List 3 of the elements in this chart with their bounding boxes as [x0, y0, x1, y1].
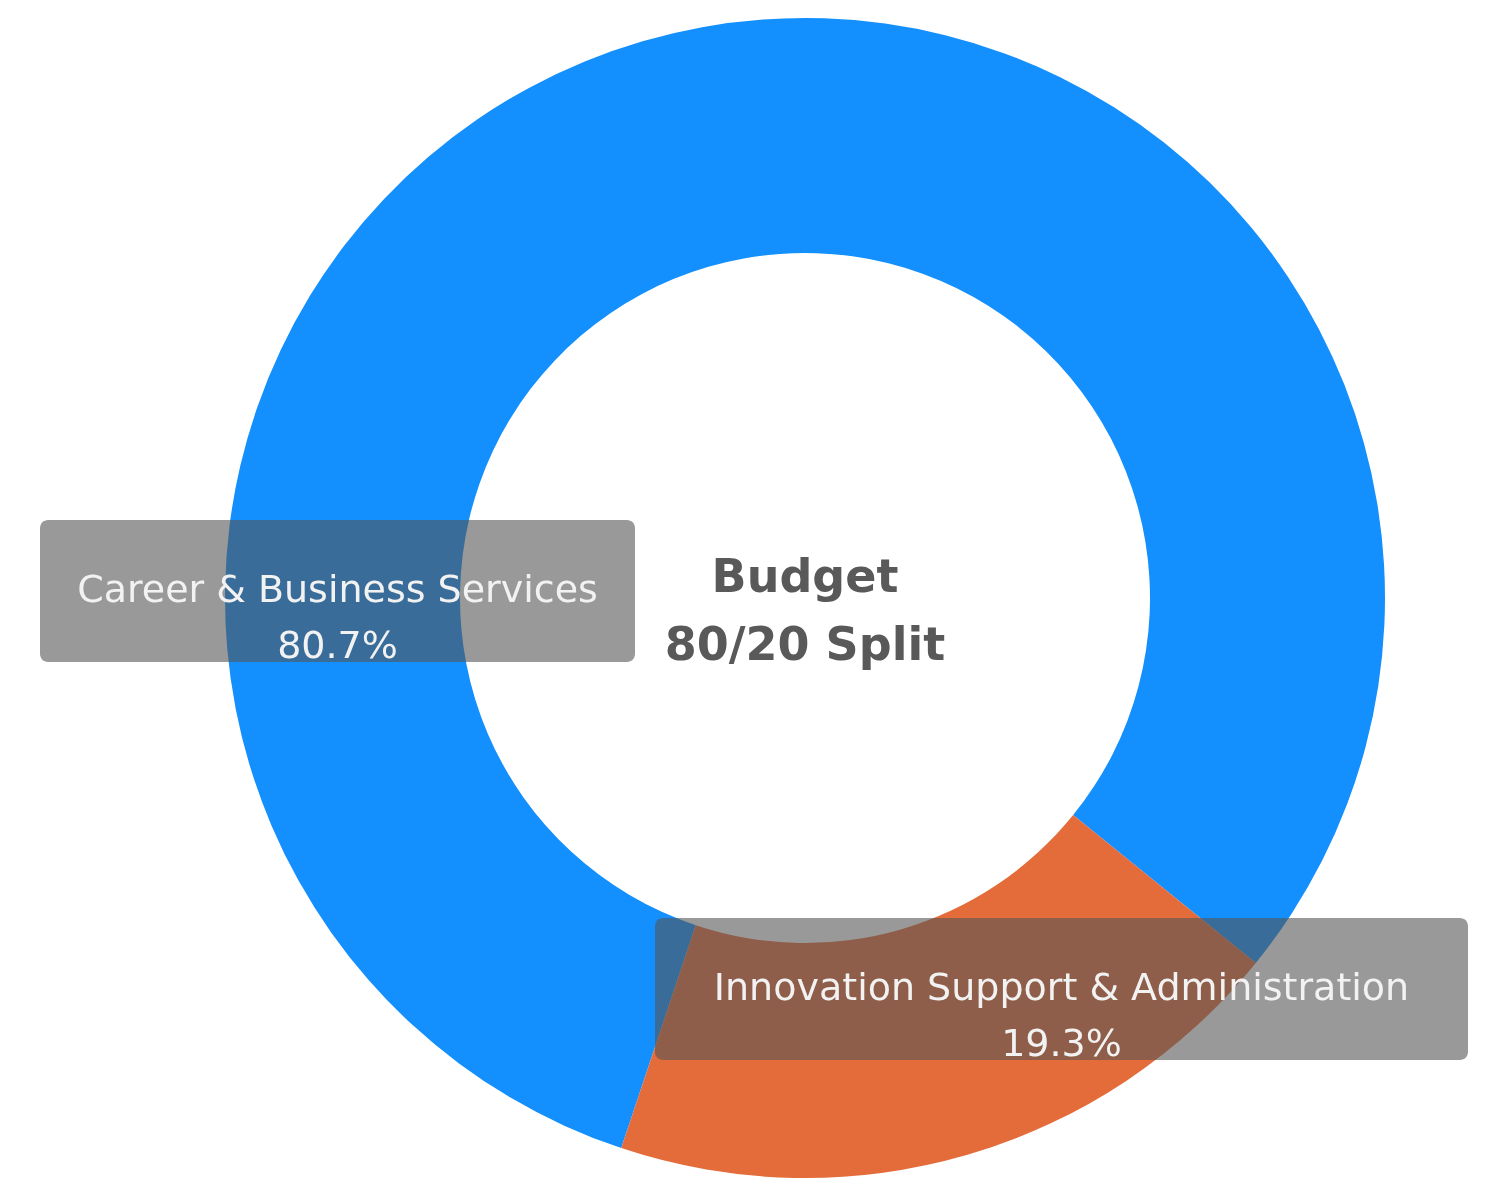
data-label: 80.7%: [277, 623, 398, 667]
text: Budget 80/20 Split: [664, 549, 946, 671]
data-label: 19.3%: [1001, 1021, 1122, 1065]
